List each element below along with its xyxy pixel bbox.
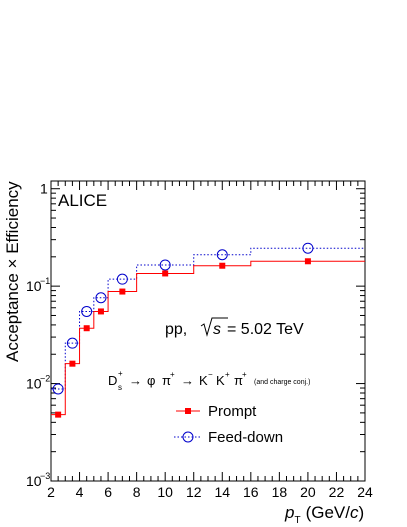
experiment-label: ALICE (58, 191, 107, 210)
series-step-line (51, 247, 365, 390)
data-point (97, 308, 104, 315)
series-step-line (51, 260, 365, 416)
energy-value: = 5.02 TeV (227, 321, 304, 338)
legend-item-prompt: Prompt (176, 403, 257, 420)
x-tick-label: 22 (329, 484, 345, 500)
data-point (302, 242, 314, 254)
decay-note: (and charge conj.) (254, 379, 310, 386)
x-axis-label-symbol: p (284, 503, 294, 522)
x-tick-label: 20 (300, 484, 316, 500)
decay-phi: φ (147, 373, 155, 388)
data-point (216, 249, 228, 261)
decay-k-2: K (216, 373, 225, 388)
y-tick-exponent: −3 (40, 471, 50, 481)
x-tick-label: 12 (186, 484, 202, 500)
y-axis: 10−310−210−11 (26, 181, 365, 489)
data-point (66, 337, 78, 349)
x-tick-label: 10 (157, 484, 173, 500)
decay-k-1: K (199, 373, 208, 388)
x-tick-label: 18 (272, 484, 288, 500)
legend-label-prompt: Prompt (208, 403, 257, 420)
legend-item-feed-down: Feed-down (174, 429, 283, 446)
data-point (95, 292, 107, 304)
legend-label-feed-down: Feed-down (208, 429, 283, 446)
data-point (116, 273, 128, 285)
y-axis-label: Acceptance × Efficiency (3, 181, 22, 362)
x-tick-label: 4 (76, 484, 84, 500)
decay-channel: D + s → φ π + → K − K + π + (and charge … (108, 369, 310, 392)
decay-parent: D (108, 373, 117, 388)
legend-marker-prompt (185, 408, 191, 414)
decay-parent-sup: + (118, 369, 123, 378)
legend: Prompt Feed-down (174, 403, 283, 446)
decay-pi-1-sup: + (170, 370, 175, 379)
data-point (83, 325, 90, 332)
x-tick-label: 6 (104, 484, 112, 500)
decay-parent-sub: s (118, 383, 122, 392)
decay-arrow-1: → (129, 373, 142, 388)
x-tick-label: 16 (243, 484, 259, 500)
data-point (81, 305, 93, 317)
x-axis-label-unit-italic: c (350, 503, 359, 522)
x-axis-label-unit-close: ) (358, 503, 364, 522)
data-point (119, 288, 126, 295)
sqrt-symbol (200, 317, 228, 337)
system-label: pp, (165, 321, 187, 338)
y-tick-label: 10 (26, 473, 42, 489)
data-point (304, 258, 311, 265)
data-point (219, 262, 226, 269)
data-point (55, 411, 62, 418)
decay-pi-1: π (162, 373, 171, 388)
energy-sqrt: s (213, 321, 221, 338)
x-tick-label: 14 (214, 484, 230, 500)
decay-arrow-2: → (181, 373, 194, 388)
y-tick-label: 10 (26, 278, 42, 294)
series-layer (51, 242, 365, 418)
data-point (69, 360, 76, 367)
x-tick-label: 2 (47, 484, 55, 500)
decay-pi-2: π (234, 373, 243, 388)
data-point (159, 259, 171, 271)
y-tick-exponent: −1 (40, 276, 50, 286)
series-feed-down (51, 242, 365, 395)
data-point (52, 383, 64, 395)
decay-k-1-sup: − (208, 370, 213, 379)
y-tick-exponent: −2 (40, 374, 50, 384)
system-text: pp, (165, 321, 187, 338)
x-axis: 2 4 6 8 10 12 14 16 18 20 22 24 (47, 181, 373, 500)
y-tick-label: 10 (26, 376, 42, 392)
x-axis-label-subscript: T (294, 515, 300, 526)
x-axis-label: pT (GeV/c) (284, 503, 364, 526)
x-tick-label: 24 (357, 484, 373, 500)
x-tick-label: 8 (133, 484, 141, 500)
decay-k-2-sup: + (225, 370, 230, 379)
data-point (162, 270, 169, 277)
y-tick-label: 1 (40, 181, 48, 197)
series-prompt (51, 258, 365, 418)
x-axis-label-unit: (GeV/ (306, 503, 351, 522)
decay-pi-2-sup: + (242, 370, 247, 379)
legend-marker-feed-down (182, 431, 194, 443)
